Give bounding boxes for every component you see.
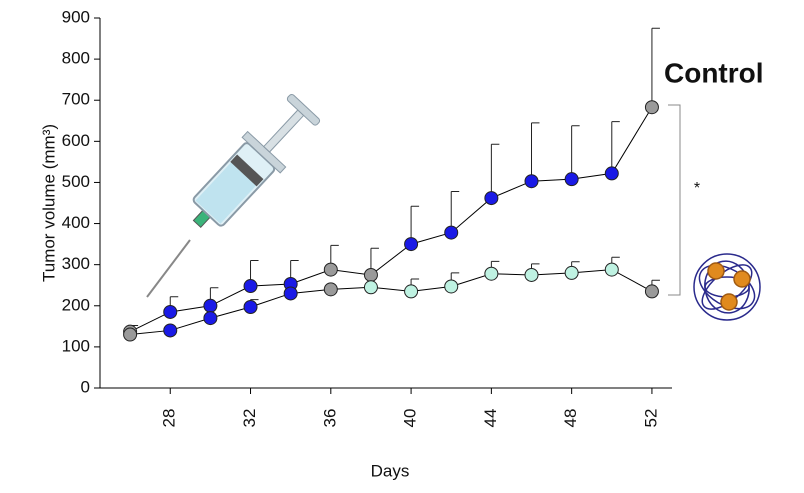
data-point bbox=[363, 280, 378, 295]
x-axis-label: Days bbox=[371, 461, 410, 480]
data-point bbox=[203, 298, 218, 313]
x-tick-label: 52 bbox=[641, 409, 660, 428]
data-point bbox=[524, 174, 539, 189]
data-point bbox=[404, 284, 419, 299]
y-tick-label: 400 bbox=[62, 213, 90, 232]
data-point bbox=[604, 166, 619, 181]
x-tick-label: 44 bbox=[481, 409, 500, 428]
data-point bbox=[484, 266, 499, 281]
error-bar bbox=[571, 125, 580, 180]
error-bar bbox=[611, 121, 620, 174]
data-point bbox=[243, 300, 258, 315]
data-point bbox=[564, 265, 579, 280]
y-tick-label: 500 bbox=[62, 172, 90, 191]
significance-bracket bbox=[668, 104, 681, 296]
y-tick-label: 100 bbox=[62, 336, 90, 355]
x-tick-label: 32 bbox=[240, 409, 259, 428]
data-point bbox=[604, 262, 619, 277]
nanoparticle-illustration bbox=[693, 253, 761, 321]
x-tick-label: 36 bbox=[320, 409, 339, 428]
data-point bbox=[524, 267, 539, 282]
data-point bbox=[444, 225, 459, 240]
data-point bbox=[323, 262, 338, 277]
y-tick-label: 800 bbox=[62, 49, 90, 68]
data-point bbox=[404, 237, 419, 252]
data-point bbox=[644, 284, 659, 299]
data-point bbox=[644, 100, 659, 115]
control-label: Control bbox=[664, 57, 764, 88]
data-point bbox=[363, 267, 378, 282]
y-tick-label: 300 bbox=[62, 254, 90, 273]
data-point bbox=[323, 282, 338, 297]
error-bar bbox=[531, 122, 540, 182]
error-bar bbox=[490, 143, 500, 199]
data-point bbox=[243, 279, 258, 294]
y-axis-label: Tumor volume (mm³) bbox=[39, 124, 58, 282]
data-point bbox=[163, 323, 178, 338]
data-point bbox=[203, 311, 218, 326]
y-tick-label: 700 bbox=[62, 90, 90, 109]
x-tick-label: 40 bbox=[401, 409, 420, 428]
y-tick-label: 0 bbox=[81, 377, 90, 396]
data-point bbox=[123, 327, 138, 342]
data-point bbox=[163, 304, 178, 319]
significance-label: * bbox=[694, 180, 700, 197]
data-point bbox=[283, 286, 298, 301]
data-point bbox=[564, 172, 579, 187]
error-bar bbox=[651, 27, 660, 108]
syringe-illustration bbox=[146, 93, 321, 298]
data-point bbox=[484, 191, 499, 206]
y-tick-label: 200 bbox=[62, 295, 90, 314]
y-tick-label: 600 bbox=[62, 131, 90, 150]
y-tick-label: 900 bbox=[62, 7, 90, 26]
x-tick-label: 48 bbox=[561, 409, 580, 428]
data-point bbox=[444, 279, 459, 294]
x-tick-label: 28 bbox=[160, 409, 179, 428]
